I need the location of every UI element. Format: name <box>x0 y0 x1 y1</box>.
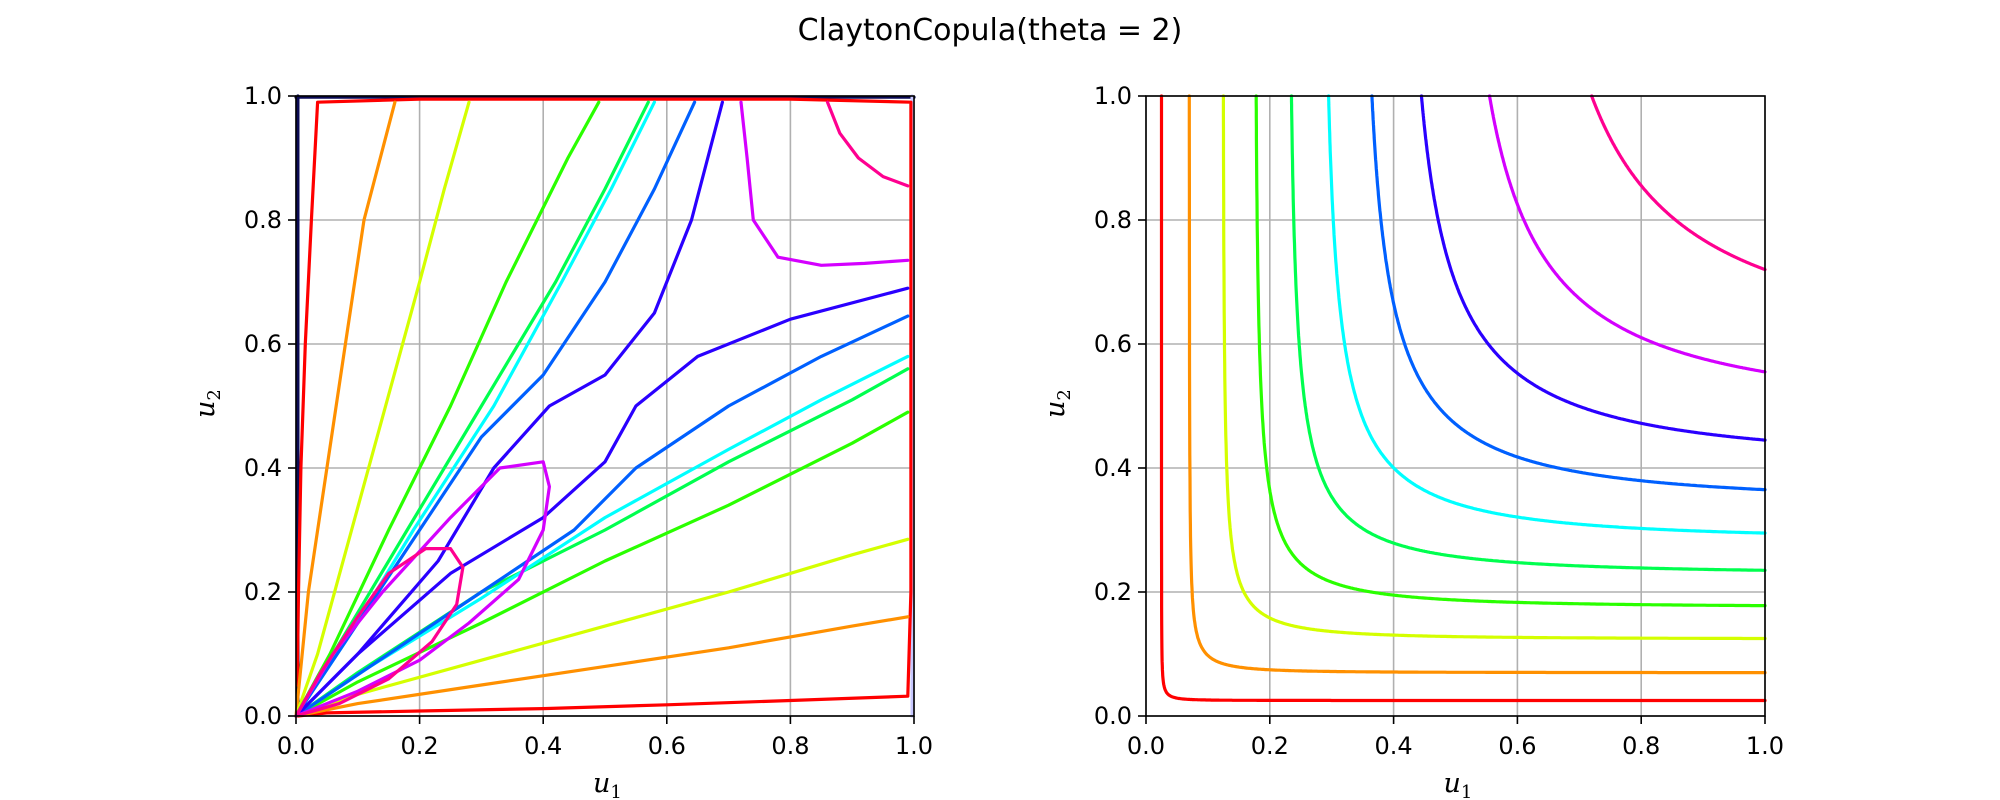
cdf-x-tick-label: 0.6 <box>1498 732 1536 760</box>
density-x-tick-label: 1.0 <box>895 732 933 760</box>
density-contour-line <box>294 100 697 718</box>
density-contour-line <box>294 460 551 718</box>
cdf-contour-line <box>1289 94 1767 572</box>
density-contour-line <box>294 100 601 718</box>
density-ticks: 0.0 0.2 0.4 0.6 0.8 1.0 0.0 0.2 0.4 0.6 0.8 1.0 <box>244 82 933 760</box>
cdf-contours <box>1159 94 1767 703</box>
density-x-tick-label: 0.6 <box>648 732 686 760</box>
density-x-axis-label: u1 <box>593 768 622 800</box>
density-y-tick-label: 0.6 <box>244 330 282 358</box>
density-x-tick-label: 0.0 <box>277 732 315 760</box>
cdf-contour-line <box>1254 94 1767 608</box>
cdf-contour-panel: 0.0 0.2 0.4 0.6 0.8 1.00.00.20.40.60.81.0 u1 … <box>1040 82 1784 800</box>
cdf-contour-line <box>1590 94 1767 272</box>
density-contour-line <box>294 286 910 718</box>
cdf-x-axis-label: u1 <box>1444 768 1473 800</box>
density-contour-line <box>294 100 471 718</box>
cdf-contour-line <box>1370 94 1767 492</box>
density-x-tick-label: 0.4 <box>524 732 562 760</box>
cdf-y-tick-label: 0.6 <box>1094 330 1132 358</box>
cdf-x-tick-label: 0.0 <box>1127 732 1165 760</box>
density-y-tick-label: 0.2 <box>244 578 282 606</box>
density-y-tick-label: 0.4 <box>244 454 282 482</box>
cdf-y-tick-label: 0.2 <box>1094 578 1132 606</box>
cdf-x-tick-label: 0.2 <box>1251 732 1289 760</box>
cdf-y-tick-label: 0.8 <box>1094 206 1132 234</box>
density-x-tick-label: 0.2 <box>401 732 439 760</box>
density-contour-line <box>294 354 910 718</box>
figure-title: ClaytonCopula(theta = 2) <box>798 13 1183 48</box>
density-x-tick-label: 0.8 <box>771 732 809 760</box>
density-contour-line <box>294 314 910 718</box>
cdf-contour-line <box>1327 94 1767 535</box>
cdf-y-tick-label: 0.0 <box>1094 702 1132 730</box>
cdf-y-axis-label: u2 <box>1040 389 1075 418</box>
density-contour-line <box>294 410 910 718</box>
cdf-ticks: 0.0 0.2 0.4 0.6 0.8 1.0 0.0 0.2 0.4 0.6 0.8 1.0 <box>1094 82 1784 760</box>
density-contour-panel: 0.0 0.2 0.4 0.6 0.8 1.00.00.20.40.60.81.0 u1 … <box>190 82 933 800</box>
cdf-contour-line <box>1159 94 1767 703</box>
density-contour-line <box>294 100 650 718</box>
density-axes-frame <box>295 95 915 717</box>
density-contours <box>294 94 916 718</box>
density-contour-line <box>294 100 397 718</box>
density-y-tick-label: 1.0 <box>244 82 282 110</box>
density-contour-line <box>295 97 913 718</box>
density-contour-line <box>294 100 724 718</box>
cdf-axes-frame <box>1145 95 1766 717</box>
cdf-y-tick-label: 1.0 <box>1094 82 1132 110</box>
density-contour-line <box>825 100 910 188</box>
density-y-tick-label: 0.8 <box>244 206 282 234</box>
density-contour-line <box>294 367 910 718</box>
density-contour-line <box>739 100 910 267</box>
cdf-x-tick-label: 0.8 <box>1622 732 1660 760</box>
cdf-x-tick-label: 0.4 <box>1375 732 1413 760</box>
density-y-axis-label: u2 <box>190 389 225 418</box>
cdf-contour-line <box>1419 94 1767 442</box>
cdf-contour-line <box>1187 94 1767 675</box>
density-contour-line <box>294 615 910 718</box>
density-y-tick-label: 0.0 <box>244 702 282 730</box>
cdf-grid <box>1145 95 1766 717</box>
cdf-y-tick-label: 0.4 <box>1094 454 1132 482</box>
cdf-contour-line <box>1221 94 1767 641</box>
cdf-contour-line <box>1487 94 1767 374</box>
cdf-x-tick-label: 1.0 <box>1746 732 1784 760</box>
density-contour-line <box>294 547 465 718</box>
